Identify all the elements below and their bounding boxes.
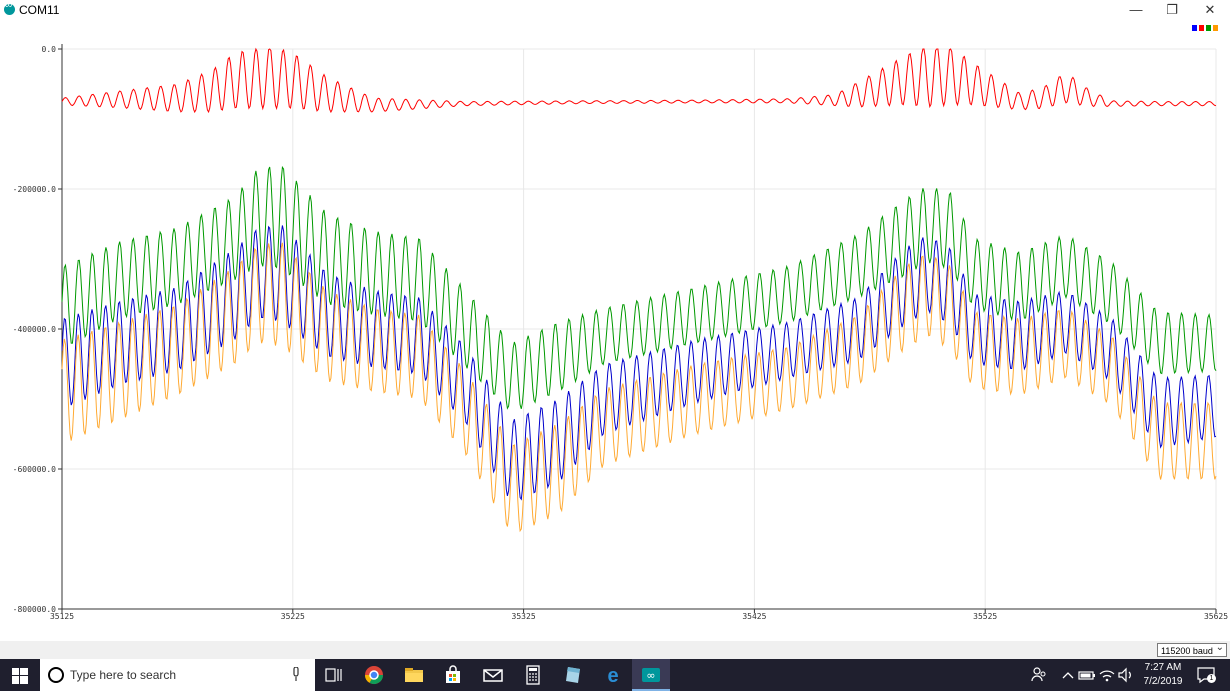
legend-swatch-red [1199,25,1204,31]
x-tick-label: 35325 [512,612,536,621]
x-tick-label: 35525 [973,612,997,621]
task-view-icon[interactable] [324,665,344,685]
action-center-button[interactable]: 1 [1196,665,1216,685]
y-tick-label: -800000.0 [13,605,57,614]
arduino-taskbar-button[interactable]: ∞ [632,659,670,691]
arduino-icon [4,0,15,15]
x-tick-label: 35225 [281,612,305,621]
store-icon[interactable] [443,665,463,685]
x-tick-label: 35625 [1204,612,1228,621]
chrome-icon[interactable] [364,665,384,685]
volume-icon[interactable] [1116,665,1136,685]
plotter-bottom-bar: 115200 baud [0,641,1230,659]
windows-taskbar: Type here to search [0,659,1230,691]
taskbar-clock[interactable]: 7:27 AM 7/2/2019 [1138,661,1188,689]
file-explorer-icon[interactable] [404,665,424,685]
y-tick-label: 0.0 [42,45,57,54]
x-tick-label: 35425 [742,612,766,621]
y-tick-label: -200000.0 [13,185,57,194]
notes-app-icon[interactable] [563,665,583,685]
minimize-button[interactable]: — [1129,2,1143,17]
chevron-up-icon[interactable] [1058,665,1078,685]
series-line-0 [61,47,1217,114]
microphone-icon[interactable] [292,667,300,681]
svg-text:e: e [607,665,618,685]
series-line-2 [61,225,1217,501]
start-button[interactable] [0,659,40,691]
svg-text:∞: ∞ [646,669,655,682]
baud-rate-select[interactable]: 115200 baud [1157,641,1227,657]
serial-plotter-chart: 0.0-200000.0-400000.0-600000.0-800000.03… [13,44,1228,621]
search-placeholder: Type here to search [70,668,177,682]
notification-count: 1 [1207,674,1216,683]
y-tick-label: -600000.0 [13,465,57,474]
people-icon[interactable] [1029,665,1049,685]
series-line-3 [61,242,1217,533]
taskbar-search-box[interactable]: Type here to search [40,659,315,691]
series-legend [1192,25,1218,31]
wifi-icon[interactable] [1097,665,1117,685]
legend-swatch-blue [1192,25,1197,31]
title-bar: COM11 — ❐ ✕ [0,0,1230,20]
window-title: COM11 [19,3,60,17]
edge-icon[interactable]: e [603,665,623,685]
x-tick-label: 35125 [50,612,74,621]
legend-swatch-orange [1213,25,1218,31]
close-button[interactable]: ✕ [1204,2,1216,17]
y-tick-label: -400000.0 [13,325,57,334]
notification-icon [1197,667,1215,684]
arduino-icon: ∞ [642,668,660,682]
clock-date: 7/2/2019 [1143,676,1183,687]
clock-time: 7:27 AM [1144,662,1182,673]
cortana-icon [48,667,64,683]
legend-swatch-green [1206,25,1211,31]
battery-icon[interactable] [1077,665,1097,685]
windows-icon [12,668,28,684]
mail-icon[interactable] [483,665,503,685]
series-line-1 [61,165,1217,410]
restore-button[interactable]: ❐ [1166,2,1178,17]
calculator-icon[interactable] [523,665,543,685]
